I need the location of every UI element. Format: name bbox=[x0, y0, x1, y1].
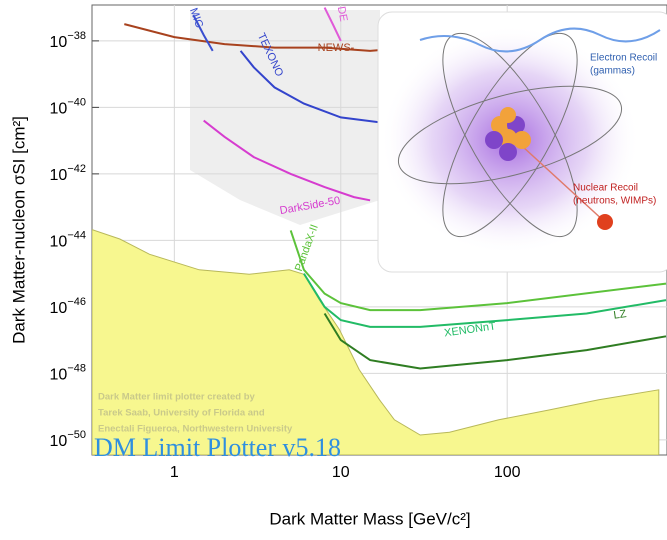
series-line bbox=[124, 23, 408, 52]
floor-layer bbox=[92, 229, 660, 455]
recoil-particle bbox=[597, 214, 613, 230]
inset: Electron Recoil (gammas) Nuclear Recoil … bbox=[377, 11, 667, 273]
y-tick-label: 10−48 bbox=[50, 362, 86, 383]
y-tick-label: 10−44 bbox=[50, 229, 86, 250]
x-tick-label: 10 bbox=[332, 464, 350, 481]
nucleus bbox=[485, 107, 531, 161]
inset-text: Nuclear Recoil bbox=[573, 183, 638, 194]
floor-area bbox=[92, 229, 660, 455]
x-axis-label: Dark Matter Mass [GeV/c²] bbox=[269, 509, 470, 528]
y-tick-label: 10−42 bbox=[50, 163, 86, 184]
series-label: LZ bbox=[613, 308, 628, 322]
x-tick-label: 100 bbox=[494, 464, 521, 481]
series-label: DE bbox=[335, 5, 349, 22]
lines-layer bbox=[124, 7, 667, 370]
y-tick-label: 10−50 bbox=[50, 429, 86, 450]
x-tick-label: 1 bbox=[170, 464, 179, 481]
excluded-region bbox=[190, 10, 380, 225]
y-axis-label: Dark Matter-nucleon σSI [cm²] bbox=[9, 116, 28, 344]
orbit bbox=[442, 32, 578, 238]
series-line bbox=[192, 14, 214, 52]
y-tick-label: 10−40 bbox=[50, 96, 86, 117]
credit-line: Enectali Figueroa, Northwestern Universi… bbox=[98, 424, 293, 435]
series-line bbox=[323, 312, 667, 370]
series-line bbox=[323, 7, 342, 42]
credit-line: Tarek Saab, University of Florida and bbox=[98, 408, 265, 419]
orbit bbox=[442, 32, 578, 238]
nuclear-track bbox=[509, 134, 606, 223]
electron-track bbox=[419, 27, 661, 53]
credits: Dark Matter limit plotter created by Tare… bbox=[98, 392, 293, 435]
series-line bbox=[203, 119, 371, 202]
inset-text: (gammas) bbox=[590, 66, 635, 77]
series-label: NEWS- bbox=[318, 42, 355, 54]
inset-text: Electron Recoil bbox=[590, 53, 657, 64]
credit-line: Dark Matter limit plotter created by bbox=[98, 392, 256, 403]
y-tick-label: 10−46 bbox=[50, 296, 86, 317]
orbit bbox=[397, 85, 623, 185]
series-line bbox=[239, 50, 392, 125]
inset-text: (neutrons, WIMPs) bbox=[573, 196, 656, 207]
y-tick-label: 10−38 bbox=[50, 30, 86, 51]
series-line bbox=[289, 230, 667, 312]
version: DM Limit Plotter v5.18 bbox=[94, 433, 341, 462]
series-line bbox=[303, 273, 667, 328]
